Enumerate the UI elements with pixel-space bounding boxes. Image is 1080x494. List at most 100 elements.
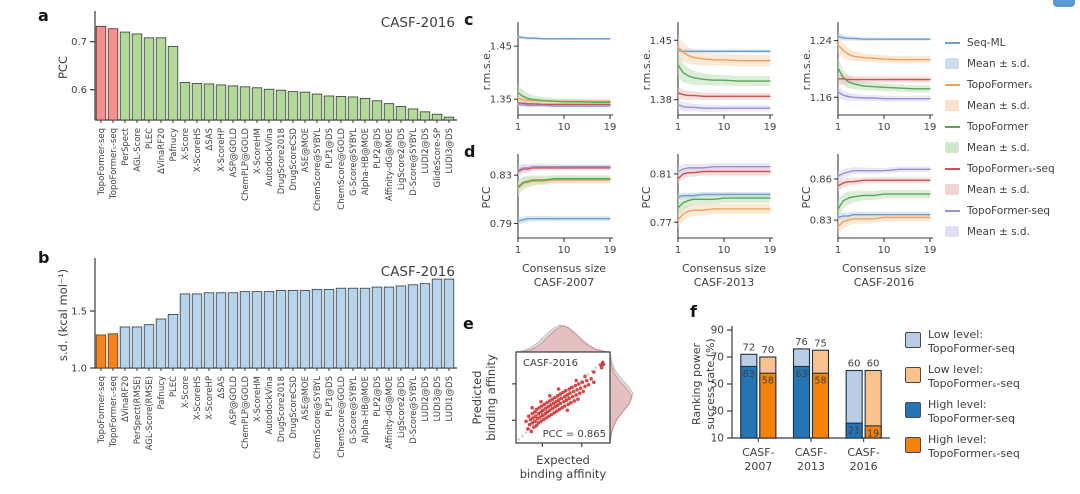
scatter-point [534,423,539,428]
legend-item: Mean ± s.d. [945,221,1080,242]
legend-item: TopoFormerₛ-seq [945,158,1080,179]
legend-item: Seq-ML [945,32,1080,53]
legend-item: High level: TopoFormer-seq [900,398,1080,433]
bar [275,290,287,369]
scatter-point [542,402,547,407]
scatter-point [548,408,552,413]
bar-value-high: 63 [795,369,807,380]
x-axis-title: Consensus size [522,262,606,275]
group-label-2: 2013 [797,460,825,473]
category-label: X-Score [181,128,191,160]
scatter-point [562,404,567,408]
bar [419,111,431,121]
y-tick-label: 70 [711,352,724,364]
series-line [677,49,771,53]
legend-patch-swatch [945,58,959,69]
rmse-line-chart-2007: 1.35 1.45 1 10 19 r.m.s.e. [480,10,630,140]
category-label: G-Score@SYBYL [349,376,359,444]
series-line [517,217,611,222]
legend-line-swatch [945,41,960,44]
x-tick-label: 1 [835,122,841,133]
legend-label: High level: TopoFormer-seq [928,398,1016,425]
sd-bar-chart: 1.0 1.5 s.d. (kcal mol⁻¹) CASF-2016 TopoForm… [55,252,460,490]
series-line [517,179,611,190]
bar [251,291,263,369]
category-label: LigScore2@DS [397,128,407,190]
scatter-point [572,399,577,403]
y-axis-title-1: Ranking power [690,343,703,425]
legend-line-swatch [945,209,960,212]
legend-item: TopoFormerₛ [945,74,1080,95]
y-axis-title-2: success rate (%) [704,338,717,429]
bar [359,287,371,369]
legend-label: TopoFormerₛ [967,78,1033,91]
bar [347,96,359,121]
bar [239,86,251,121]
bar-value-low: 75 [814,338,827,349]
category-label: ChemScore@GOLD [337,376,347,458]
scatter-point [548,403,553,407]
bar [179,82,191,121]
bar-value-high: 58 [814,376,826,387]
series-line [677,92,771,98]
scatter-point [540,404,544,408]
bar [95,334,107,369]
category-label: ASE@MOE [301,376,311,420]
bar [191,293,203,369]
series-line [677,208,771,221]
bar [299,290,311,369]
series-line [517,103,611,107]
series-line [517,178,611,188]
category-label: ASP@GOLD [229,376,239,426]
bar-value-low: 60 [848,359,861,370]
category-label: TopoFormer-seq [97,128,107,196]
scatter-point [537,405,542,410]
category-label: AGL-Score(RMSE) [145,376,155,450]
bar [359,97,371,121]
x-tick-label: 10 [718,245,731,256]
y-tick-label: 1.16 [810,93,832,104]
scatter-point [586,382,591,387]
scatter-point [592,380,596,384]
x-axis-title-1: Expected [536,453,590,467]
y-axis-title: r.m.s.e. [480,50,493,91]
y-axis-title-1: Predicted [470,371,484,425]
legend-label: TopoFormerₛ-seq [967,162,1055,175]
group-label-1: CASF- [795,446,828,459]
x-axis-title-2: binding affinity [520,467,607,481]
bar [407,108,419,121]
bar-high [811,372,830,439]
y-axis-title: PCC [800,186,813,208]
group-label-1: CASF- [847,446,880,459]
c-2016-svg: 1.16 1.24 1 10 19 r.m.s.e. [800,22,936,133]
scatter-point [565,408,570,413]
bar [395,285,407,369]
series-line [837,44,931,61]
x-axis-subtitle: CASF-2007 [534,276,594,289]
y-tick-label: 0.81 [650,169,672,180]
category-label: GlideScore-SP [433,128,443,187]
scatter-point [533,419,537,424]
legend-item: Mean ± s.d. [945,95,1080,116]
c-2013-svg: 1.38 1.45 1 10 19 r.m.s.e. [640,22,777,133]
category-label: ASE@MOE [301,128,311,172]
series-band [518,174,610,195]
series-band [838,35,930,64]
scatter-point [545,400,549,405]
chart-title: CASF-2016 [381,15,455,31]
legend-color-swatch [905,367,921,383]
scatter-point [565,393,570,397]
scatter-point [580,380,585,384]
bar [299,91,311,121]
legend-item: High level: TopoFormerₛ-seq [900,433,1080,468]
scatter-point [564,398,569,402]
x-tick-label: 19 [924,245,937,256]
series-band [838,213,930,236]
window-corner-fragment [1053,0,1075,7]
legend-label: Mean ± s.d. [967,57,1030,70]
scatter-point [555,394,560,398]
x-tick-label: 19 [764,122,777,133]
c-2007-svg: 1.35 1.45 1 10 19 r.m.s.e. [480,22,616,133]
series-line [517,102,611,106]
